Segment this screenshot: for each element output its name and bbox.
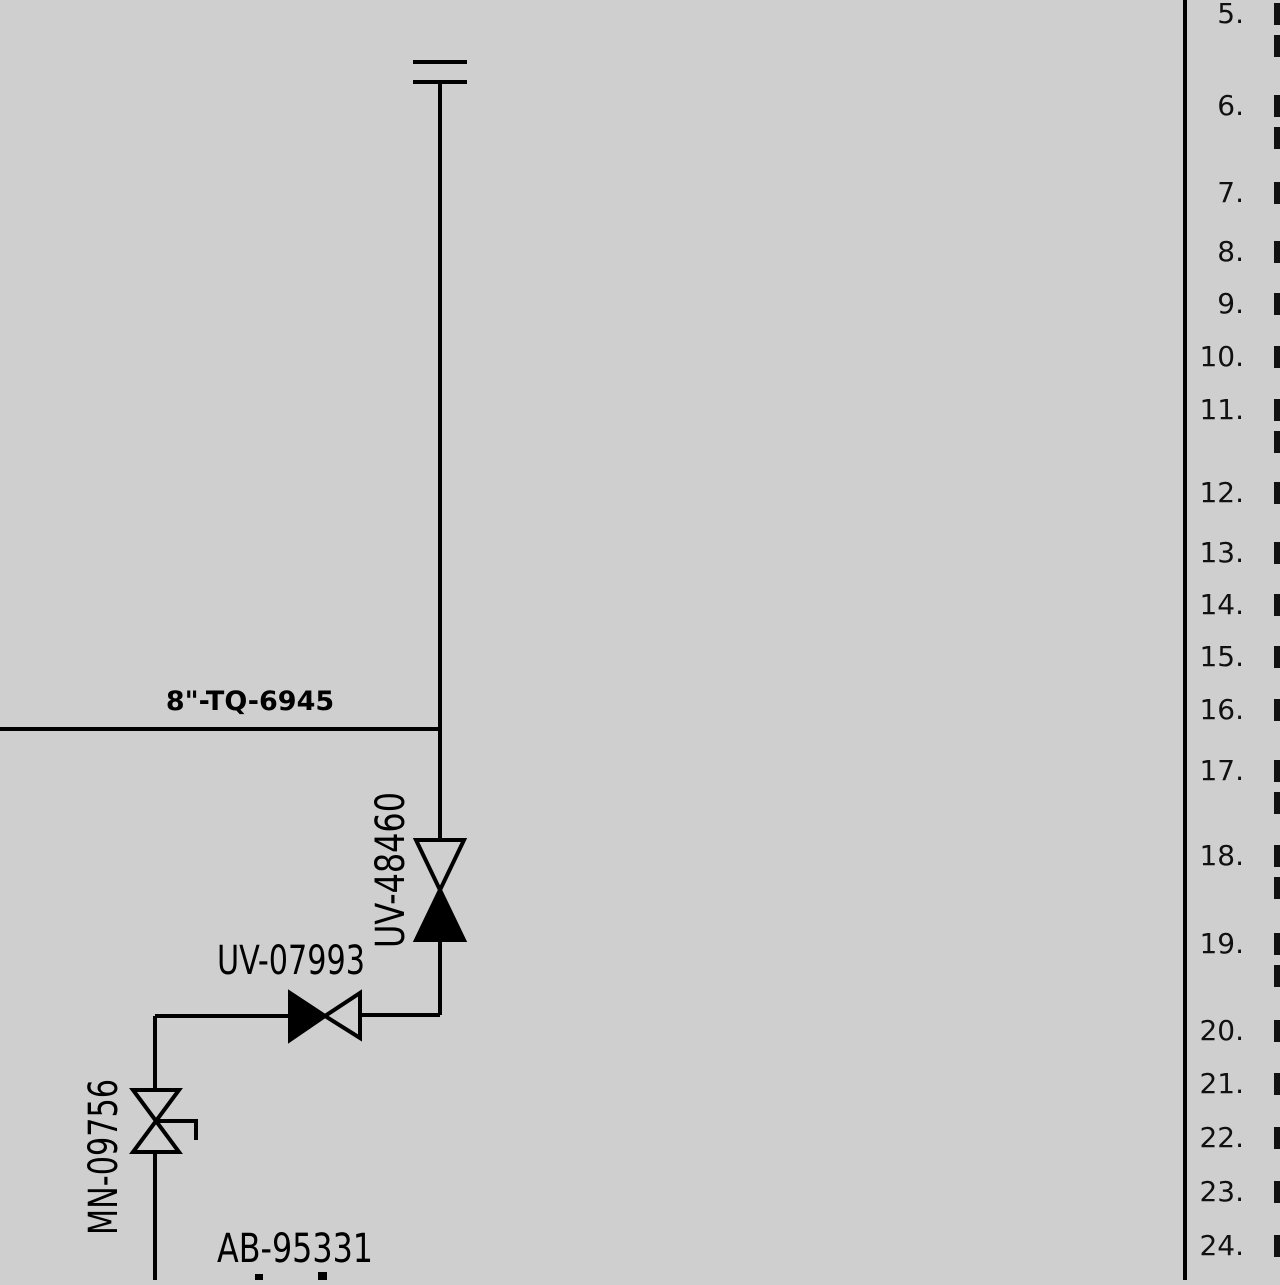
note-text-cropped (1274, 845, 1280, 867)
tag-uv-07993: UV-07993 (217, 938, 365, 984)
note-text-cropped (1274, 95, 1280, 117)
note-text-cropped-line2 (1274, 431, 1280, 453)
note-number: 12. (1199, 476, 1244, 509)
note-text-cropped (1274, 760, 1280, 782)
note-number: 11. (1199, 393, 1244, 426)
valve-uv-07993-right (321, 989, 362, 1042)
note-text-cropped (1274, 542, 1280, 564)
note-text-cropped (1274, 3, 1280, 25)
note-number: 18. (1199, 839, 1244, 872)
note-text-cropped-line2 (1274, 35, 1280, 57)
note-number: 17. (1199, 754, 1244, 787)
pipe-network (0, 60, 467, 1280)
note-text-cropped (1274, 699, 1280, 721)
instrument-ab-95331-partial (255, 1272, 327, 1280)
note-text-cropped (1274, 594, 1280, 616)
note-text-cropped (1274, 1127, 1280, 1149)
note-number: 23. (1199, 1175, 1244, 1208)
note-text-cropped-line2 (1274, 877, 1280, 899)
tag-mn-09756: MN-09756 (81, 1079, 127, 1235)
note-number: 24. (1199, 1229, 1244, 1262)
note-text-cropped (1274, 1020, 1280, 1042)
notes-list: 5. 6. 7. 8. 9. 10. 11. 12. 13. 14. 15. 16. 17. 18. 19.… (1199, 0, 1280, 1262)
note-number: 13. (1199, 536, 1244, 569)
note-text-cropped (1274, 399, 1280, 421)
note-number: 8. (1217, 235, 1244, 268)
note-text-cropped (1274, 1073, 1280, 1095)
note-text-cropped (1274, 346, 1280, 368)
note-text-cropped (1274, 646, 1280, 668)
note-number: 10. (1199, 340, 1244, 373)
note-text-cropped (1274, 1235, 1280, 1257)
ab-95331-mark-left (255, 1274, 263, 1280)
note-text-cropped (1274, 482, 1280, 504)
note-number: 6. (1217, 89, 1244, 122)
note-number: 16. (1199, 693, 1244, 726)
valve-uv-07993[interactable] (288, 989, 362, 1044)
valve-mn-09756-upper (129, 1088, 183, 1125)
note-text-cropped (1274, 933, 1280, 955)
valve-uv-48460-upper (412, 838, 468, 895)
note-number: 15. (1199, 640, 1244, 673)
note-text-cropped-line2 (1274, 792, 1280, 814)
valve-mn-09756-lower (129, 1117, 183, 1154)
note-text-cropped-line2 (1274, 127, 1280, 149)
note-text-cropped-line2 (1274, 965, 1280, 987)
valve-mn-09756-actuator (156, 1119, 198, 1140)
note-text-cropped (1274, 1181, 1280, 1203)
note-number: 14. (1199, 588, 1244, 621)
note-number: 22. (1199, 1121, 1244, 1154)
ab-95331-mark-right (318, 1272, 327, 1280)
valve-uv-48460[interactable] (412, 838, 468, 942)
tag-uv-48460: UV-48460 (368, 792, 414, 948)
valve-uv-07993-left (288, 989, 329, 1044)
note-number: 9. (1217, 287, 1244, 320)
line-number-label: 8"-TQ-6945 (166, 686, 334, 717)
note-text-cropped (1274, 182, 1280, 204)
valve-mn-09756[interactable] (129, 1088, 198, 1154)
note-text-cropped (1274, 293, 1280, 315)
note-number: 21. (1199, 1067, 1244, 1100)
note-number: 7. (1217, 176, 1244, 209)
note-number: 5. (1217, 0, 1244, 30)
tag-ab-95331: AB-95331 (217, 1226, 373, 1272)
valve-uv-48460-lower (412, 885, 468, 942)
note-text-cropped (1274, 241, 1280, 263)
note-number: 19. (1199, 927, 1244, 960)
note-number: 20. (1199, 1014, 1244, 1047)
